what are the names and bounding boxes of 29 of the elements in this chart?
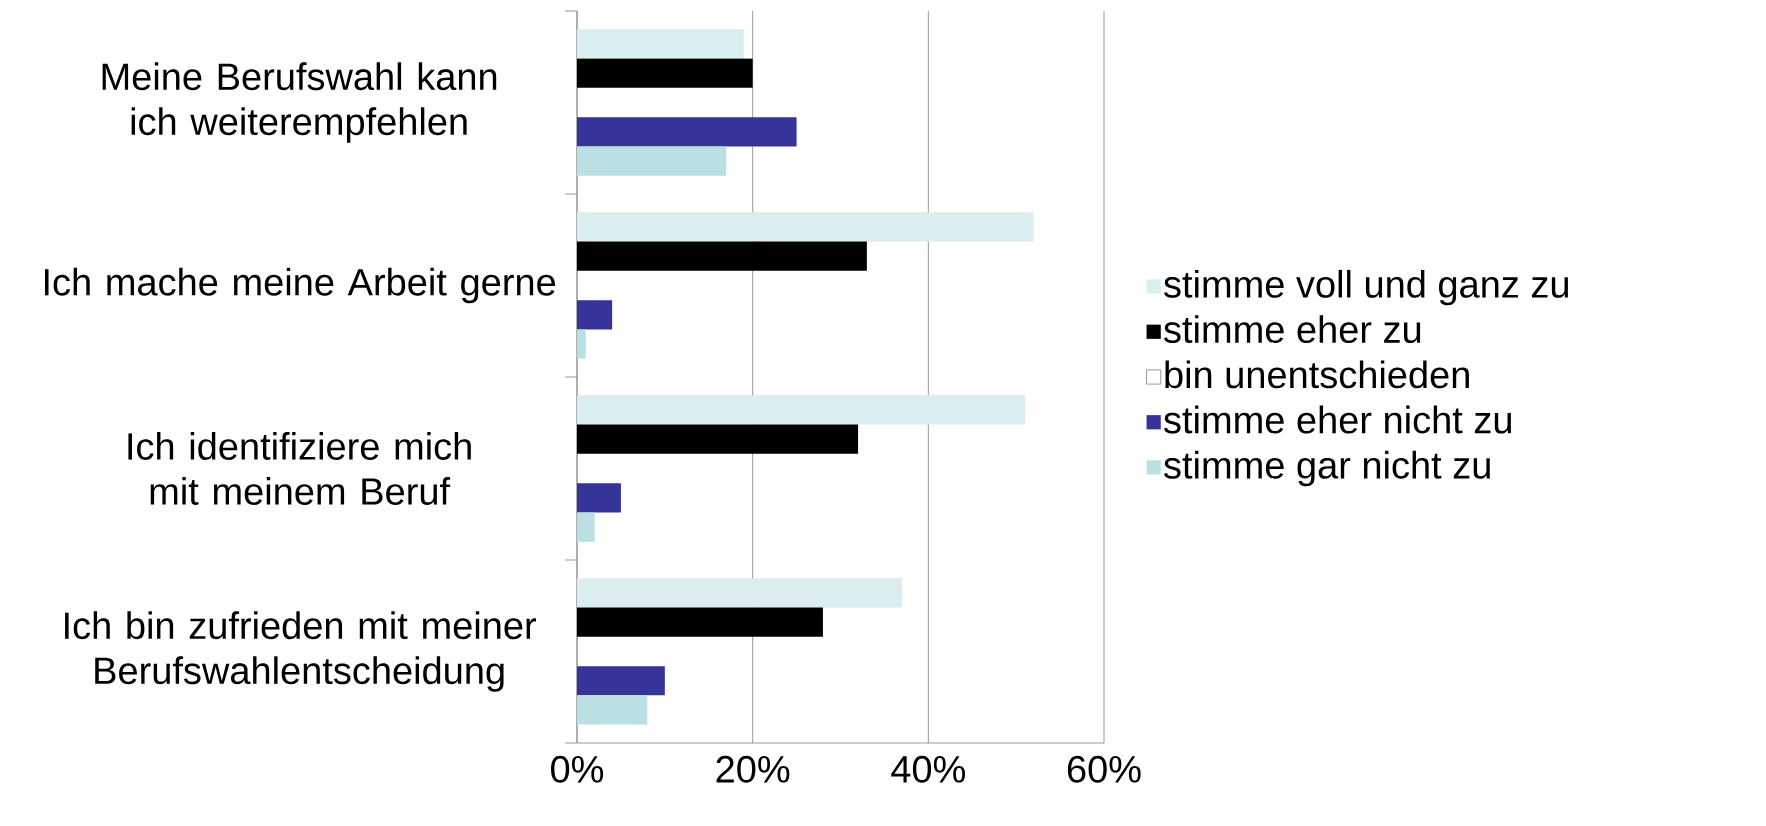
bar	[577, 695, 648, 725]
bar	[577, 395, 1025, 425]
legend-label: stimme voll und ganz zu	[1164, 269, 1569, 306]
bar	[577, 212, 1034, 242]
x-tick-label: 40%	[891, 755, 965, 783]
bar	[577, 29, 744, 59]
bar	[577, 578, 902, 608]
bar	[577, 483, 621, 513]
legend-label: stimme eher zu	[1164, 315, 1421, 344]
bar	[577, 241, 867, 271]
bar	[577, 329, 586, 359]
legend-label: stimme eher nicht zu	[1164, 405, 1511, 434]
x-tick-label: 60%	[1067, 755, 1141, 783]
legend-label: stimme gar nicht zu	[1164, 450, 1490, 487]
bar	[577, 58, 753, 88]
y-tick-label: Ich bin zufrieden mit meiner Berufswahlentscheidung	[65, 611, 537, 692]
legend-label: bin unentschieden	[1165, 360, 1469, 389]
bar	[577, 666, 665, 696]
bar	[577, 146, 727, 176]
y-tick-label: Ich mache meine Arbeit gerne	[44, 267, 556, 304]
bar	[577, 607, 823, 637]
x-tick-label: 0%	[551, 755, 604, 783]
bar	[577, 300, 613, 330]
x-tick-label: 20%	[716, 755, 790, 783]
y-tick-label: Ich identifiziere mich mit meinem Beruf	[128, 432, 471, 505]
bar	[577, 117, 797, 147]
y-tick-label: Meine Berufswahl kann ich weiterempfehlen	[102, 62, 497, 143]
bar	[577, 512, 595, 542]
bar	[577, 424, 859, 454]
